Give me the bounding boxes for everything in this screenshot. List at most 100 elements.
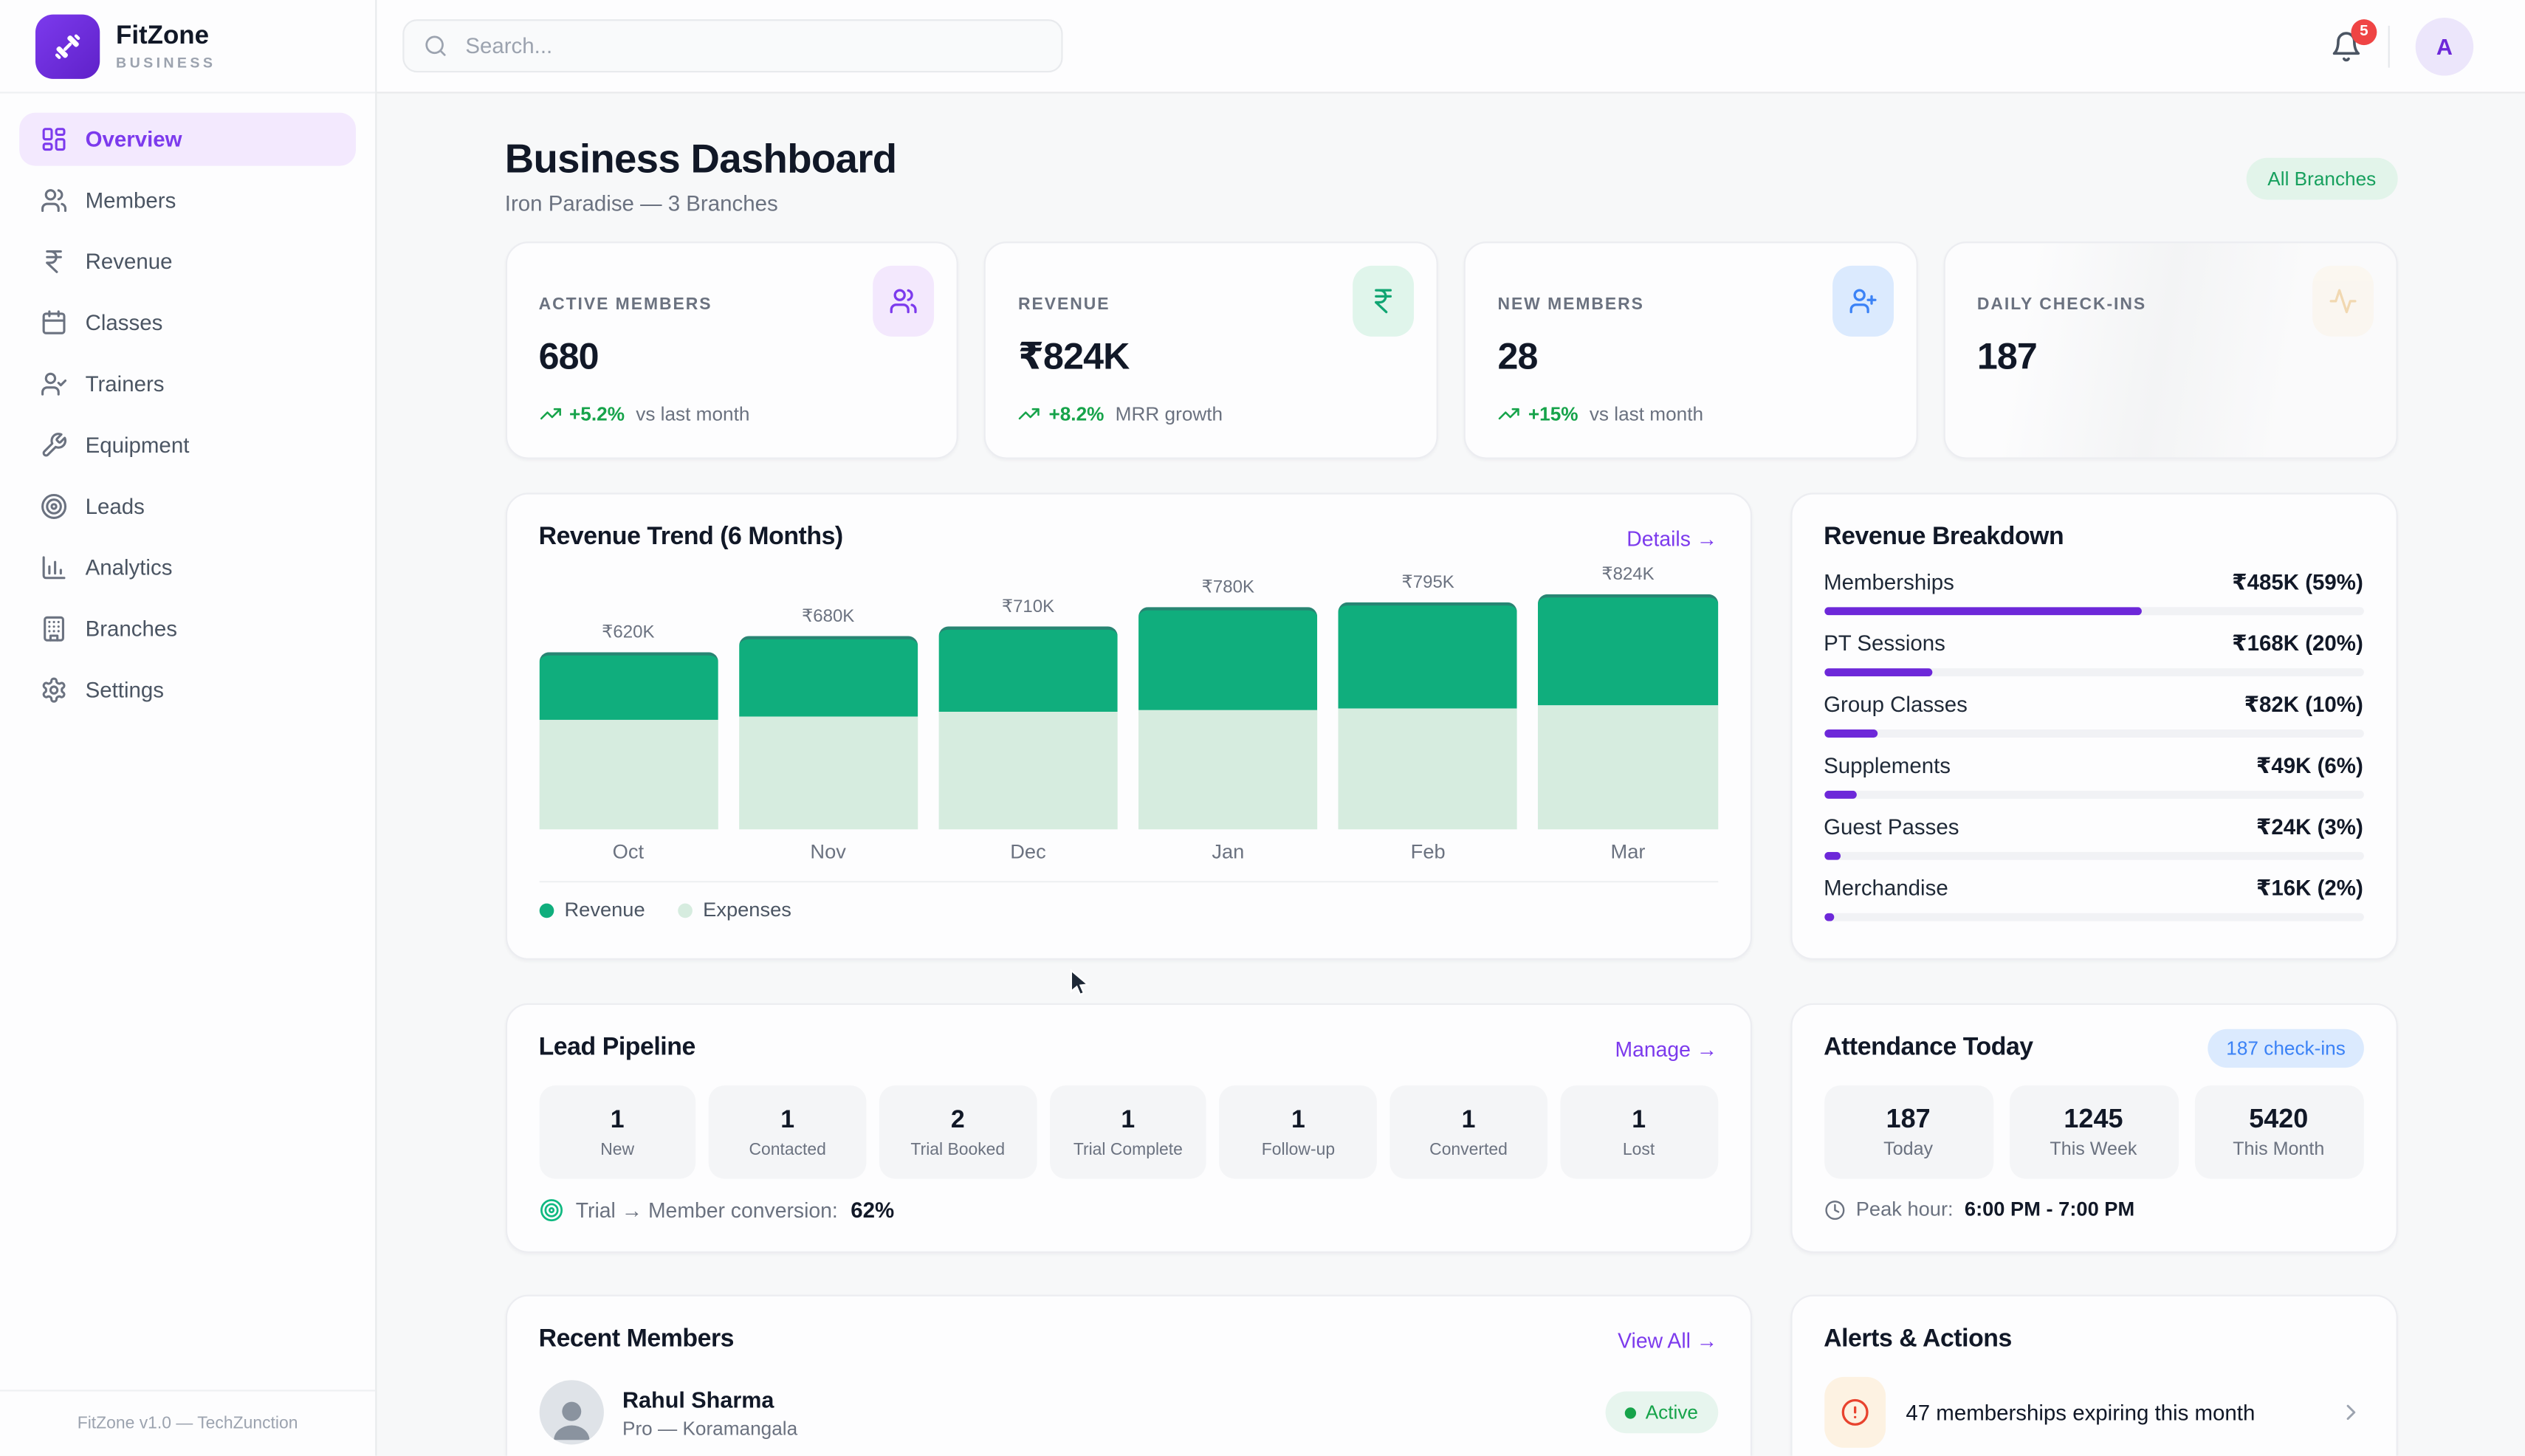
details-link[interactable]: Details →: [1626, 526, 1718, 550]
attendance-value: 187: [1886, 1105, 1931, 1134]
search-input[interactable]: [461, 32, 1042, 60]
sidebar-item-analytics[interactable]: Analytics: [19, 541, 356, 594]
bar-column: ₹620K: [538, 559, 718, 830]
breakdown-row: Memberships ₹485K (59%): [1824, 570, 2363, 616]
stage-label: Trial Booked: [910, 1139, 1006, 1159]
attendance-card: Attendance Today 187 check-ins 187 Today…: [1790, 1003, 2397, 1253]
revenue-trend-card: Revenue Trend (6 Months) Details → ₹620K…: [504, 492, 1751, 960]
pipeline-stage: 1 Trial Complete: [1049, 1085, 1207, 1179]
breakdown-label: Memberships: [1824, 570, 1954, 594]
breakdown-value: ₹49K (6%): [2256, 753, 2363, 778]
stat-label: REVENUE: [1018, 295, 1110, 315]
alert-circle-icon: [1840, 1398, 1869, 1426]
attendance-tiles: 187 Today 1245 This Week 5420 This Month: [1824, 1085, 2363, 1179]
bar-column: ₹710K: [938, 559, 1118, 830]
bell-icon: [2330, 30, 2363, 62]
sidebar-nav: Overview Members Revenue Classes Trainer…: [0, 94, 375, 744]
breakdown-value: ₹16K (2%): [2256, 876, 2363, 901]
sidebar-item-revenue[interactable]: Revenue: [19, 235, 356, 288]
stage-label: Lost: [1622, 1139, 1655, 1159]
view-all-link[interactable]: View All →: [1618, 1328, 1718, 1353]
nav-icon: [41, 309, 68, 337]
breakdown-row: Merchandise ₹16K (2%): [1824, 876, 2363, 921]
page-subtitle: Iron Paradise — 3 Branches: [504, 191, 778, 216]
stage-label: Converted: [1429, 1139, 1508, 1159]
expenses-bar-segment: [938, 712, 1118, 830]
sidebar-item-label: Leads: [85, 494, 145, 519]
sidebar-item-overview[interactable]: Overview: [19, 112, 357, 166]
members-list: Rahul Sharma Pro — Koramangala Active: [538, 1380, 1718, 1445]
attendance-tile: 187 Today: [1824, 1085, 1993, 1179]
fitzone-logo: [35, 13, 100, 78]
stage-count: 1: [780, 1105, 795, 1133]
sidebar-item-branches[interactable]: Branches: [19, 602, 356, 656]
breakdown-label: Supplements: [1824, 753, 1951, 778]
stage-count: 1: [1461, 1105, 1476, 1133]
sidebar-item-label: Revenue: [85, 250, 173, 274]
sidebar-item-classes[interactable]: Classes: [19, 296, 356, 349]
recent-members-card: Recent Members View All → Rahul Sharma P…: [504, 1294, 1751, 1456]
sidebar-item-label: Trainers: [85, 371, 165, 396]
trend-percent: +15%: [1528, 402, 1578, 425]
stat-value: 680: [538, 334, 600, 377]
search-box[interactable]: [402, 19, 1063, 73]
branch-filter-badge[interactable]: All Branches: [2246, 157, 2397, 200]
pipeline-stage: 2 Trial Booked: [879, 1085, 1037, 1179]
brand-header: FitZone BUSINESS: [0, 0, 376, 94]
progress-track: [1824, 607, 2363, 616]
nav-icon: [41, 126, 68, 153]
breakdown-row: Group Classes ₹82K (10%): [1824, 693, 2363, 738]
recent-members-title: Recent Members: [538, 1325, 735, 1353]
alerts-card: Alerts & Actions 47 memberships expiring…: [1790, 1294, 2397, 1456]
peak-hour-row: Peak hour: 6:00 PM - 7:00 PM: [1824, 1198, 2363, 1221]
sidebar: FitZone BUSINESS Overview Members Revenu…: [0, 0, 377, 1456]
sidebar-item-label: Overview: [85, 127, 182, 152]
peak-hour-label: Peak hour:: [1855, 1198, 1954, 1221]
sidebar-item-label: Settings: [85, 678, 164, 702]
nav-icon: [41, 554, 68, 581]
bar-value-label: ₹710K: [1001, 597, 1055, 617]
breakdown-value: ₹168K (20%): [2232, 631, 2363, 656]
revenue-breakdown-card: Revenue Breakdown Memberships ₹485K (59%…: [1790, 492, 2397, 960]
bar-value-label: ₹780K: [1201, 577, 1254, 597]
month-label: Feb: [1410, 840, 1446, 864]
chart-x-axis: Oct Nov Dec Jan Feb Mar: [539, 841, 1718, 864]
expenses-bar-segment: [538, 719, 718, 830]
stat-icon: [1369, 286, 1398, 315]
revenue-breakdown-title: Revenue Breakdown: [1824, 523, 2064, 551]
breakdown-value: ₹24K (3%): [2256, 814, 2363, 839]
sidebar-item-settings[interactable]: Settings: [19, 664, 356, 717]
breakdown-label: Guest Passes: [1824, 814, 1959, 839]
bar-value-label: ₹824K: [1601, 565, 1655, 585]
attendance-tile: 5420 This Month: [2194, 1085, 2363, 1179]
checkins-badge: 187 check-ins: [2208, 1029, 2363, 1068]
month-label: Dec: [1010, 840, 1046, 864]
month-label: Mar: [1610, 840, 1646, 864]
attendance-title: Attendance Today: [1824, 1034, 2033, 1062]
user-avatar[interactable]: A: [2415, 16, 2474, 75]
alert-icon-chip: [1824, 1376, 1886, 1448]
pipeline-stage: 1 Contacted: [709, 1085, 867, 1179]
manage-link[interactable]: Manage →: [1615, 1036, 1718, 1061]
breakdown-row: Guest Passes ₹24K (3%): [1824, 815, 2363, 860]
pipeline-stage: 1 New: [538, 1085, 696, 1179]
sidebar-item-equipment[interactable]: Equipment: [19, 419, 356, 472]
alert-row[interactable]: 47 memberships expiring this month: [1824, 1376, 2363, 1448]
stat-trend: +8.2% MRR growth: [1018, 402, 1404, 425]
lead-pipeline-title: Lead Pipeline: [538, 1034, 696, 1062]
main-content: Business Dashboard Iron Paradise — 3 Bra…: [377, 94, 2525, 1456]
trend-percent: +5.2%: [569, 402, 625, 425]
breakdown-value: ₹485K (59%): [2232, 570, 2363, 594]
sidebar-item-trainers[interactable]: Trainers: [19, 357, 356, 411]
dumbbell-icon: [48, 27, 86, 65]
legend-dot: [538, 902, 554, 918]
bar-value-label: ₹620K: [602, 623, 655, 643]
alerts-title: Alerts & Actions: [1824, 1325, 2012, 1353]
stat-trend: +5.2% vs last month: [539, 402, 925, 425]
sidebar-item-members[interactable]: Members: [19, 174, 356, 227]
bar-column: ₹795K: [1338, 559, 1518, 830]
sidebar-item-leads[interactable]: Leads: [19, 480, 356, 533]
notifications-button[interactable]: 5: [2330, 18, 2377, 62]
member-row[interactable]: Rahul Sharma Pro — Koramangala Active: [538, 1380, 1718, 1445]
breakdown-value: ₹82K (10%): [2244, 692, 2363, 717]
